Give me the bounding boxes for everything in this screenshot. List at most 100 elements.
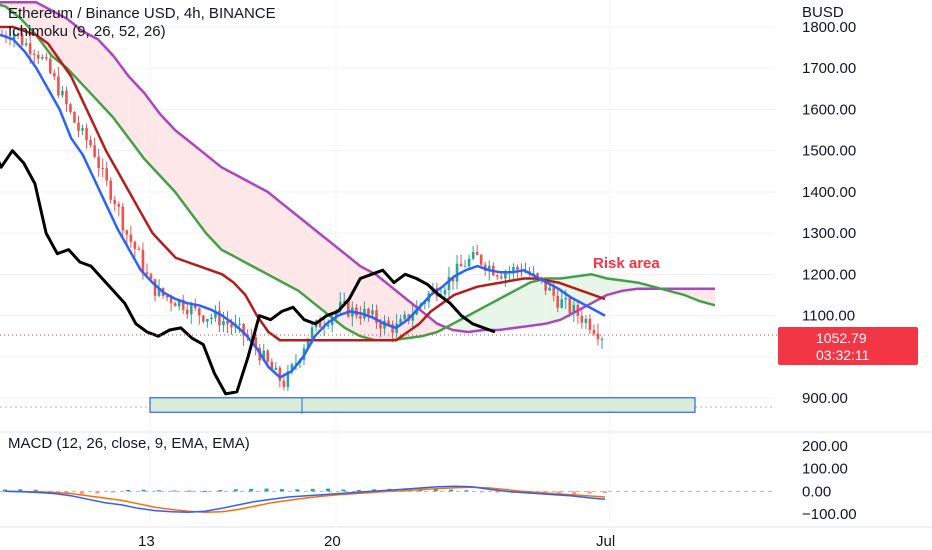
candle-body (210, 317, 213, 320)
cloud-segment (483, 299, 499, 330)
candle-body (36, 54, 40, 59)
risk-area-label: Risk area (593, 255, 660, 272)
lagging-span-line (0, 149, 496, 396)
macd-hist-bar (33, 489, 38, 492)
candle-body (544, 279, 547, 291)
ichimoku-lines (0, 1, 716, 396)
candle-body (101, 168, 104, 170)
candle-body (206, 319, 209, 322)
macd-hist-bar (141, 489, 146, 492)
candle-body (145, 272, 149, 275)
candle-body (516, 267, 519, 270)
candle-body (65, 90, 68, 105)
candle-body (137, 248, 141, 250)
price-axis-unit: BUSD (802, 4, 844, 21)
candle-body (564, 297, 568, 300)
price-tick-label: 1400.00 (802, 184, 856, 201)
candle-body (202, 315, 205, 322)
candle-body (375, 310, 378, 323)
candle-body (69, 104, 72, 113)
candle-body (222, 321, 225, 326)
candle-body (552, 287, 555, 296)
candle-body (141, 249, 145, 273)
macd-hist-bar (479, 491, 484, 493)
candle-body (342, 300, 346, 302)
last-price-tag: 1052.79 03:32:11 (778, 327, 918, 365)
candle-body (117, 204, 121, 207)
candle-body (181, 299, 185, 310)
candle-body (560, 299, 564, 308)
macd-pane[interactable]: MACD (12, 26, close, 9, EMA, EMA) 200.00… (0, 435, 857, 523)
candle-body (572, 304, 576, 314)
macd-hist-bar (433, 489, 438, 492)
macd-hist-bar (587, 491, 592, 494)
macd-hist-bar (295, 489, 300, 492)
candle-body (153, 279, 157, 296)
chart-title[interactable]: Ethereum / Binance USD, 4h, BINANCE (8, 5, 276, 22)
candle-body (580, 315, 584, 323)
cloud-segment (529, 278, 546, 326)
candle-body (109, 180, 113, 200)
cloud-segment (267, 191, 284, 283)
macd-hist-bar (64, 491, 69, 494)
candle-body (12, 33, 16, 40)
price-tick-label: 1800.00 (802, 19, 856, 36)
candle-body (475, 252, 479, 255)
candle-body (347, 300, 350, 317)
price-pane[interactable]: Risk area (0, 0, 778, 522)
candle-body (270, 361, 274, 371)
price-axis[interactable]: BUSD 1800.00 1700.00 1600.00 1500.00 1400.00… (778, 4, 918, 407)
macd-hist-bar (279, 489, 284, 492)
candle-body (16, 33, 20, 35)
candle-body (447, 276, 451, 291)
cloud-segment (514, 282, 530, 328)
candle-body (49, 58, 52, 73)
macd-hist-bar (95, 491, 100, 494)
candle-body (536, 273, 539, 278)
candle-body (81, 128, 84, 131)
candle-body (254, 337, 257, 348)
candle-body (463, 266, 467, 268)
macd-hist-bar (203, 490, 207, 492)
macd-hist-bar (126, 489, 131, 492)
candle-body (133, 241, 137, 249)
candle-body (532, 273, 535, 275)
candle-body (238, 323, 241, 325)
time-axis[interactable]: 13 20 Jul (138, 533, 615, 550)
candle-body (57, 76, 60, 96)
candle-body (600, 339, 604, 341)
candle-body (387, 320, 390, 325)
candle-body (286, 371, 290, 387)
candle-body (467, 258, 471, 267)
candle-body (306, 338, 310, 349)
candle-body (596, 333, 600, 340)
time-tick-jul: Jul (596, 533, 615, 550)
candle-body (77, 122, 80, 131)
candle-body (121, 206, 125, 231)
cloud-segment (190, 142, 206, 234)
macd-legend[interactable]: MACD (12, 26, close, 9, EMA, EMA) (8, 435, 250, 452)
cloud-segment (684, 288, 700, 302)
candle-body (214, 310, 217, 318)
time-tick-20: 20 (324, 533, 341, 550)
cloud-segment (221, 167, 237, 258)
candle-body (443, 290, 447, 295)
macd-hist-bar (79, 491, 84, 495)
candle-body (379, 322, 382, 329)
cloud-segment (82, 31, 98, 102)
candle-body (504, 272, 507, 279)
last-price-countdown: 03:32:11 (816, 347, 870, 363)
cloud-segment (298, 216, 314, 304)
macd-hist-bar (464, 490, 469, 492)
macd-hist-bar (310, 488, 315, 492)
candle-body (278, 367, 282, 381)
ichimoku-legend[interactable]: Ichimoku (9, 26, 52, 26) (8, 23, 166, 40)
macd-hist-bar (233, 489, 238, 492)
macd-hist-bar (403, 488, 407, 492)
leading-span-b-line (0, 1, 715, 334)
candle-body (455, 263, 459, 282)
cloud-segment (283, 204, 299, 291)
candle-body (198, 308, 201, 316)
cloud-segment (159, 113, 176, 192)
